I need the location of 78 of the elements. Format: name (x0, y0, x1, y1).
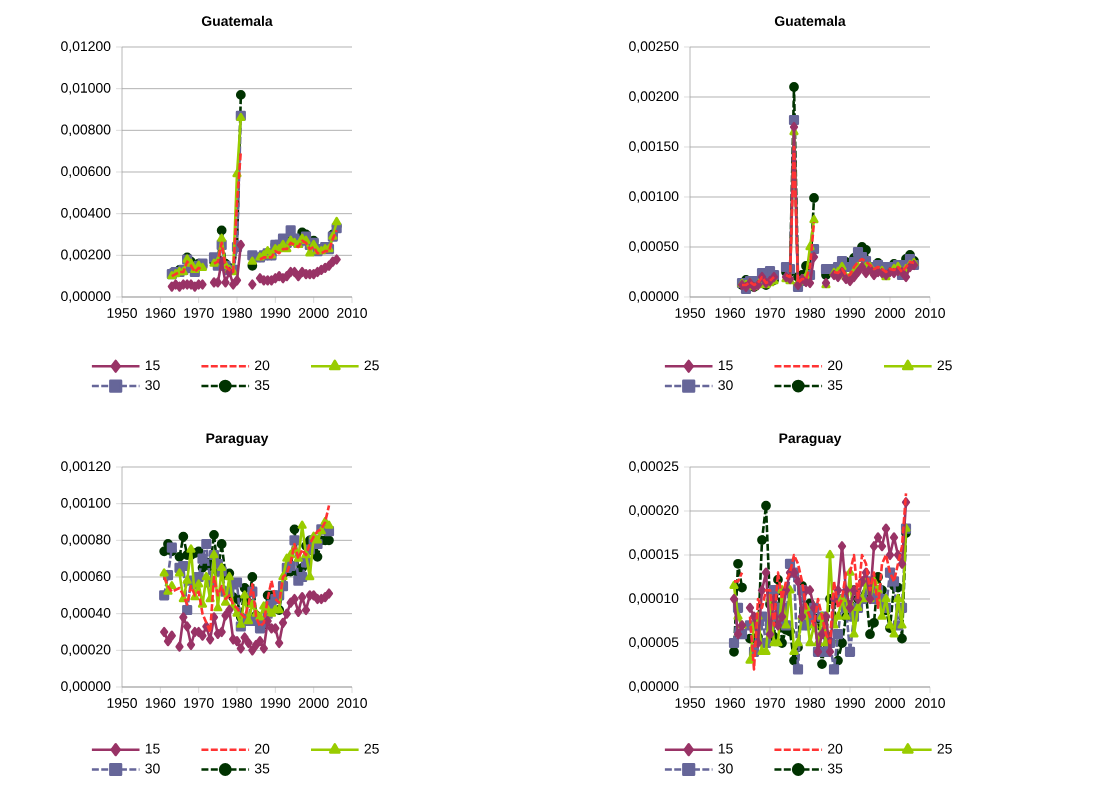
x-tick-label: 2010 (337, 308, 367, 318)
x-tick-label: 1980 (222, 698, 252, 708)
x-tick-label: 1980 (222, 308, 252, 318)
legend-label: 20 (828, 743, 843, 754)
chart-title: Guatemala (201, 15, 273, 26)
x-tick-label: 1980 (795, 308, 825, 318)
legend-label: 15 (718, 743, 733, 754)
legend-label: 30 (718, 763, 733, 774)
x-tick-label: 1950 (675, 698, 705, 708)
y-tick-label: 0,00040 (61, 607, 111, 620)
legend-label: 30 (145, 763, 160, 774)
y-tick-label: 0,00015 (629, 549, 679, 561)
x-tick-label: 2010 (337, 698, 367, 708)
x-tick-label: 1960 (145, 698, 176, 708)
y-tick-label: 0,00000 (61, 291, 111, 303)
y-tick-label: 0,00010 (629, 593, 679, 605)
x-tick-label: 2000 (298, 308, 329, 318)
legend-label: 35 (827, 763, 843, 774)
y-tick-label: 0,00800 (61, 124, 111, 137)
legend-label: 15 (145, 743, 160, 754)
legend-label: 20 (255, 360, 270, 371)
legend-label: 20 (828, 360, 843, 371)
x-tick-label: 1970 (184, 308, 214, 318)
x-tick-label: 2010 (915, 698, 945, 708)
legend-label: 15 (145, 360, 160, 371)
x-tick-label: 1990 (260, 698, 291, 708)
x-tick-label: 2010 (915, 308, 945, 318)
chart-title: Guatemala (774, 15, 846, 26)
x-tick-label: 1980 (795, 698, 825, 708)
y-tick-label: 0,00600 (61, 166, 111, 178)
x-tick-label: 1970 (755, 308, 785, 318)
y-tick-label: 0,00060 (61, 571, 111, 583)
chart-title: Paraguay (779, 433, 842, 447)
y-tick-label: 0,00100 (629, 191, 679, 203)
y-tick-label: 0,00025 (629, 461, 679, 473)
y-tick-label: 0,00080 (61, 534, 111, 547)
y-tick-label: 0,00200 (61, 249, 111, 262)
y-tick-label: 0,00005 (629, 637, 679, 649)
legend-label: 20 (255, 743, 270, 754)
legend-label: 30 (145, 380, 160, 391)
y-tick-label: 0,01200 (61, 41, 111, 53)
y-tick-label: 0,00020 (629, 505, 679, 517)
x-tick-label: 1950 (675, 308, 705, 318)
x-tick-label: 1960 (715, 308, 745, 318)
legend-label: 35 (827, 380, 843, 391)
y-tick-label: 0,00150 (629, 141, 679, 153)
legend-label: 30 (718, 380, 733, 391)
y-tick-label: 0,00100 (61, 497, 111, 510)
x-tick-label: 1950 (107, 698, 137, 708)
x-tick-label: 1990 (835, 698, 865, 708)
y-tick-label: 0,01000 (61, 82, 111, 95)
y-tick-label: 0,00400 (61, 207, 111, 220)
y-tick-label: 0,00020 (61, 644, 111, 657)
x-tick-label: 1970 (755, 698, 785, 708)
legend-label: 35 (254, 763, 270, 774)
x-tick-label: 2000 (875, 698, 905, 708)
x-tick-label: 1950 (107, 308, 137, 318)
x-tick-label: 1960 (145, 308, 176, 318)
y-tick-label: 0,00050 (629, 241, 679, 253)
y-tick-label: 0,00000 (629, 291, 679, 303)
y-tick-label: 0,00000 (61, 681, 111, 693)
legend-label: 25 (937, 360, 952, 371)
x-tick-label: 1990 (260, 308, 291, 318)
x-tick-label: 2000 (875, 308, 905, 318)
legend-label: 25 (364, 360, 379, 371)
x-tick-label: 1970 (184, 698, 214, 708)
chart-title: Paraguay (206, 433, 269, 447)
legend-label: 25 (364, 743, 379, 754)
y-tick-label: 0,00000 (629, 681, 679, 693)
y-tick-label: 0,00120 (61, 461, 111, 473)
y-tick-label: 0,00200 (629, 91, 679, 103)
legend-label: 15 (718, 360, 733, 371)
x-tick-label: 1960 (715, 698, 745, 708)
legend-label: 25 (937, 743, 952, 754)
legend-label: 35 (254, 380, 270, 391)
x-tick-label: 2000 (298, 698, 329, 708)
y-tick-label: 0,00250 (629, 41, 679, 53)
x-tick-label: 1990 (835, 308, 865, 318)
